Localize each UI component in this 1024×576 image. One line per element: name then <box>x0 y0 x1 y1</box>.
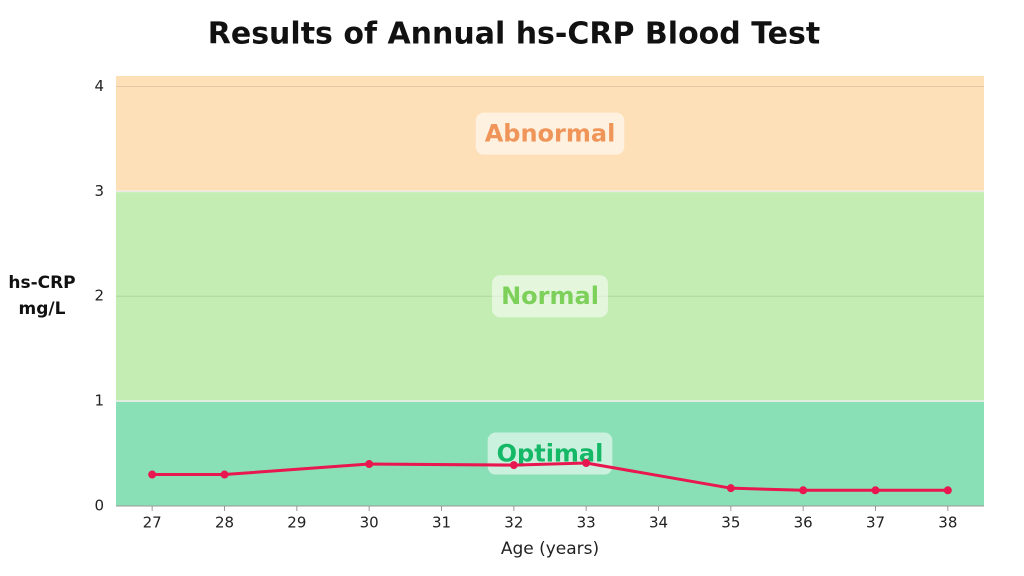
x-tick-label: 28 <box>215 514 234 532</box>
data-point <box>582 459 591 467</box>
data-point <box>365 460 374 469</box>
data-point <box>799 486 808 495</box>
x-tick-label: 30 <box>360 514 379 532</box>
y-tick-label: 0 <box>94 497 104 515</box>
y-tick-label: 3 <box>94 182 104 200</box>
band-label-box <box>492 275 608 318</box>
x-tick-label: 38 <box>938 514 957 532</box>
y-axis-label: hs-CRP mg/L <box>8 273 76 319</box>
data-point <box>509 461 518 470</box>
x-tick-label: 35 <box>721 514 740 532</box>
x-tick-label: 34 <box>649 514 668 532</box>
y-tick-label: 4 <box>94 77 104 95</box>
data-point <box>943 486 952 495</box>
x-tick-label: 31 <box>432 514 451 532</box>
data-point <box>726 484 735 493</box>
x-tick-label: 29 <box>287 514 306 532</box>
x-tick-label: 37 <box>866 514 885 532</box>
chart-title: Results of Annual hs-CRP Blood Test <box>208 17 820 52</box>
y-tick-label: 1 <box>94 392 104 410</box>
band-label: Normal <box>501 282 599 310</box>
x-axis-label: Age (years) <box>501 539 599 559</box>
x-tick-label: 32 <box>504 514 523 532</box>
x-tick-label: 36 <box>794 514 813 532</box>
x-tick-label: 27 <box>143 514 162 532</box>
band-label: Abnormal <box>485 120 616 148</box>
data-point <box>871 486 880 495</box>
y-tick-label: 2 <box>94 287 104 305</box>
data-point <box>220 470 229 479</box>
x-tick-label: 33 <box>577 514 596 532</box>
band-label-box <box>475 112 625 155</box>
data-point <box>148 470 157 479</box>
